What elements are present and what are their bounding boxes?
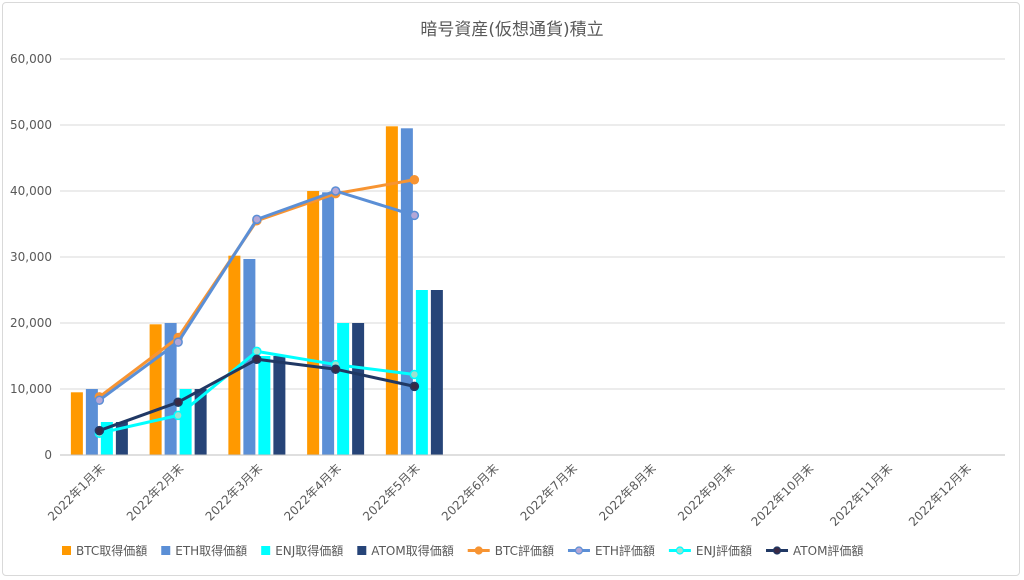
bar-ETH取得価額	[164, 323, 177, 455]
legend-swatch	[261, 546, 271, 555]
legend-swatch-marker	[675, 546, 685, 555]
bar-ATOM取得価額	[273, 356, 286, 455]
x-tick-label: 2022年9月末	[675, 461, 737, 523]
point-ETH評価額	[330, 186, 341, 196]
legend: BTC取得価額 ETH取得価額 ENJ取得価額 ATOM取得価額 BTC評価額 ETH評価…	[62, 543, 863, 558]
x-tick-label: 2022年11月末	[827, 461, 895, 529]
bar-ETH取得価額	[322, 192, 335, 455]
legend-swatch-marker	[474, 546, 483, 555]
bar-ENJ取得価額	[415, 290, 428, 455]
y-tick-label: 10,000	[10, 382, 52, 396]
legend-label: ATOM評価額	[793, 543, 863, 558]
y-tick-label: 0	[44, 448, 52, 462]
x-tick-label: 2022年3月末	[203, 461, 265, 523]
point-ENJ評価額	[252, 346, 262, 357]
legend-swatch	[357, 546, 367, 555]
bar-BTC取得価額	[228, 255, 241, 455]
point-ATOM評価額	[94, 425, 105, 436]
y-tick-label: 20,000	[10, 316, 52, 330]
point-BTC評価額	[409, 175, 420, 185]
x-tick-label: 2022年7月末	[518, 461, 580, 523]
point-ATOM評価額	[330, 364, 341, 374]
y-tick-label: 40,000	[10, 184, 52, 198]
point-ATOM評価額	[409, 381, 420, 392]
legend-swatch	[62, 546, 71, 555]
legend-label: ENJ評価額	[696, 543, 752, 558]
point-ENJ評価額	[173, 410, 183, 421]
bar-ATOM取得価額	[430, 290, 443, 455]
legend-swatch-marker	[574, 546, 584, 555]
bar-BTC取得価額	[149, 324, 162, 455]
point-ETH評価額	[94, 395, 105, 405]
point-ATOM評価額	[252, 354, 262, 365]
y-tick-label: 30,000	[10, 250, 52, 264]
x-tick-label: 2022年4月末	[281, 461, 343, 523]
legend-label: ATOM取得価額	[371, 543, 453, 558]
legend-swatch	[161, 546, 171, 555]
bar-ATOM取得価額	[352, 323, 365, 455]
x-tick-label: 2022年1月末	[45, 461, 107, 523]
x-tick-label: 2022年2月末	[124, 461, 186, 523]
bars	[70, 126, 443, 456]
legend-label: BTC評価額	[495, 543, 554, 558]
point-ENJ評価額	[409, 369, 420, 380]
axes: 0 10,000 20,000 30,000 40,000 50,000 60,000 202…	[10, 52, 1005, 529]
legend-label: ETH評価額	[595, 543, 655, 558]
point-ATOM評価額	[173, 397, 183, 407]
chart-title: 暗号資産(仮想通貨)積立	[420, 20, 603, 40]
y-tick-label: 60,000	[10, 52, 52, 66]
point-ETH評価額	[173, 337, 183, 347]
bar-ATOM取得価額	[194, 389, 207, 455]
y-tick-label: 50,000	[10, 118, 52, 132]
x-tick-label: 2022年5月末	[360, 461, 422, 523]
bar-ENJ取得価額	[337, 323, 350, 455]
lines	[94, 175, 420, 438]
bar-ETH取得価額	[85, 389, 98, 455]
gridlines	[60, 58, 1005, 390]
legend-label: ENJ取得価額	[275, 543, 343, 558]
x-tick-label: 2022年10月末	[748, 461, 816, 529]
point-ETH評価額	[252, 214, 262, 225]
x-tick-label: 2022年8月末	[596, 461, 658, 523]
legend-swatch-marker	[772, 546, 782, 555]
legend-label: BTC取得価額	[76, 543, 147, 558]
x-tick-label: 2022年12月末	[906, 461, 974, 529]
bar-ENJ取得価額	[258, 356, 271, 455]
bar-BTC取得価額	[385, 126, 398, 455]
point-ETH評価額	[409, 210, 420, 221]
bar-BTC取得価額	[70, 392, 83, 455]
x-tick-label: 2022年6月末	[439, 461, 501, 523]
legend-label: ETH取得価額	[175, 543, 247, 558]
bar-BTC取得価額	[307, 191, 320, 455]
